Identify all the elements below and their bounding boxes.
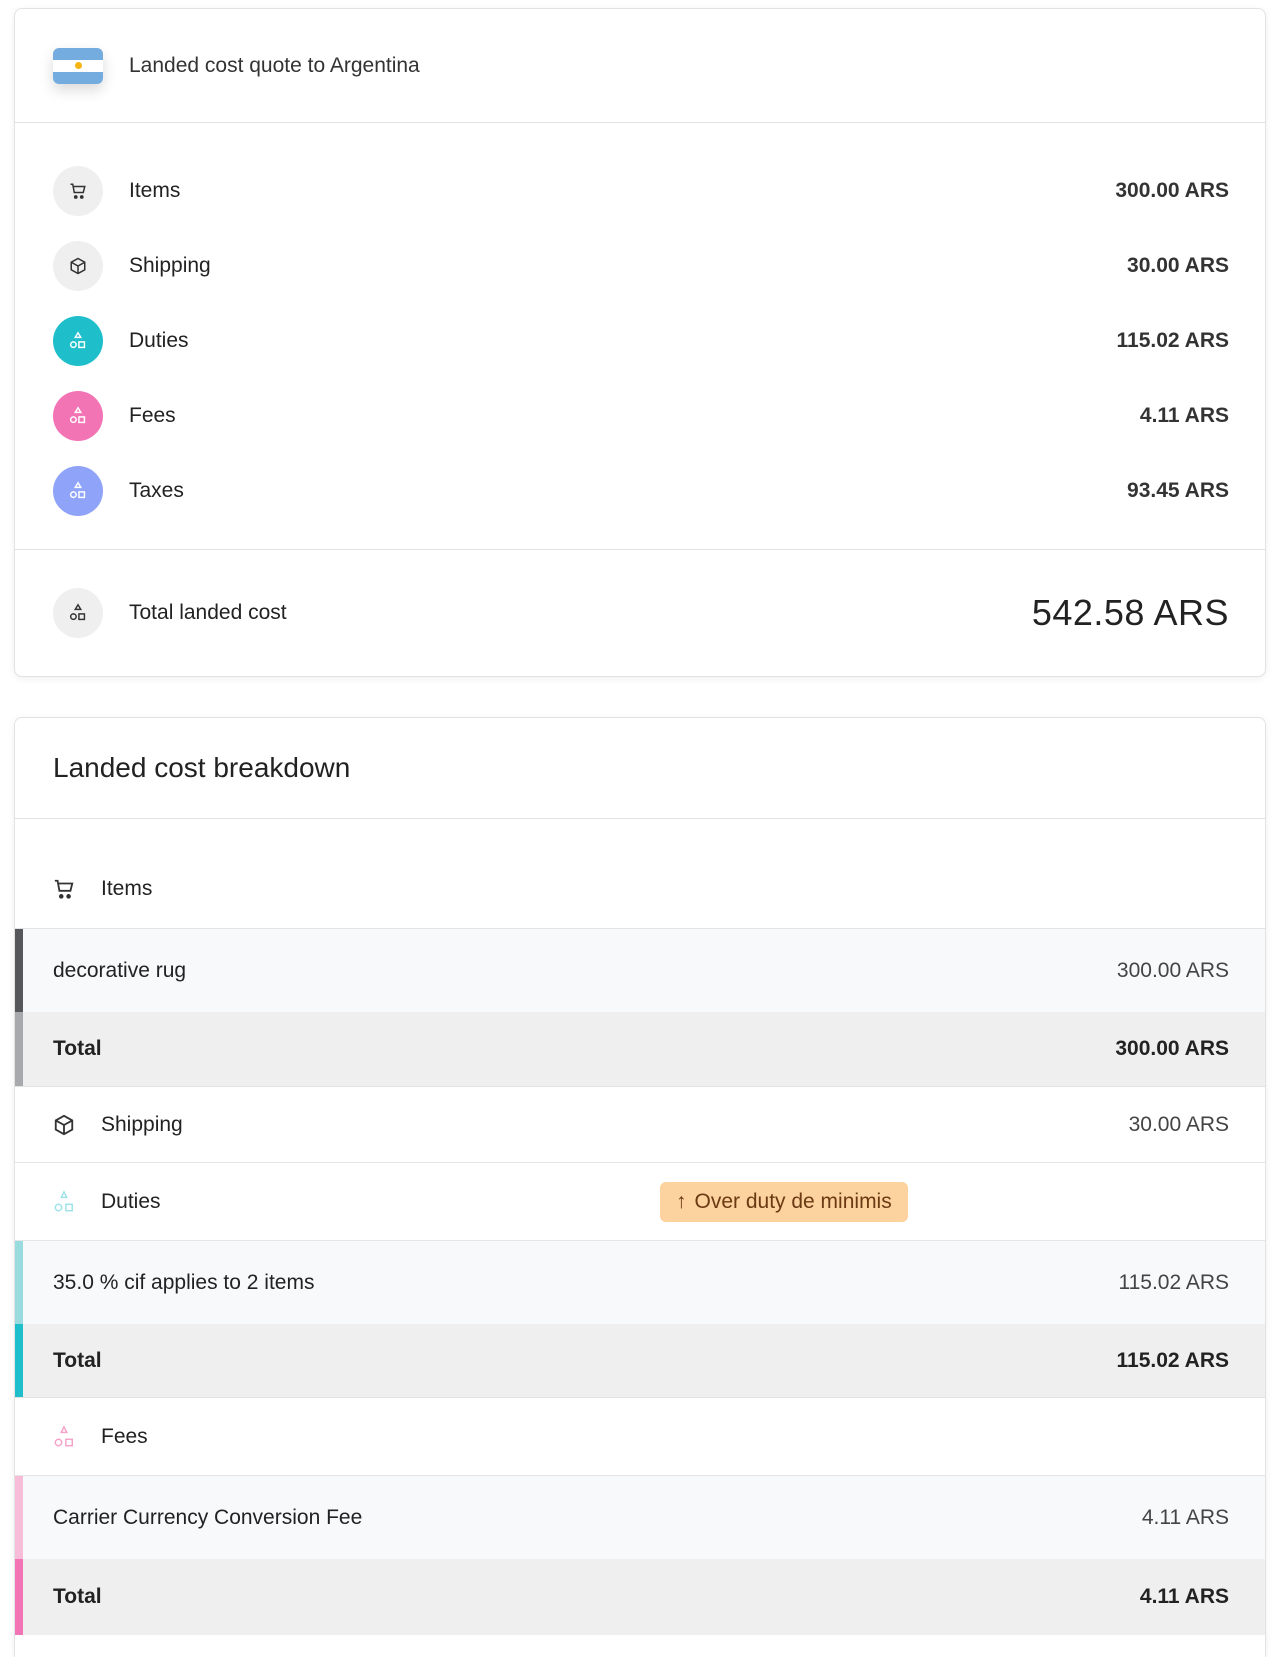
line-item: Carrier Currency Conversion Fee 4.11 ARS <box>15 1476 1265 1559</box>
summary-row-fees: Fees 4.11 ARS <box>15 378 1265 453</box>
shapes-icon <box>53 588 103 638</box>
total-value: 4.11 ARS <box>1139 1585 1229 1608</box>
total-landed-cost-row: Total landed cost 542.58 ARS <box>15 550 1265 676</box>
summary-row-duties: Duties 115.02 ARS <box>15 303 1265 378</box>
shapes-icon <box>53 1424 75 1450</box>
summary-row-shipping: Shipping 30.00 ARS <box>15 228 1265 303</box>
summary-value: 115.02 ARS <box>1116 328 1229 352</box>
box-icon <box>53 240 103 291</box>
shapes-icon <box>53 1189 75 1215</box>
summary-label: Fees <box>129 403 176 427</box>
line-value: 4.11 ARS <box>1141 1505 1229 1529</box>
line-label: decorative rug <box>53 958 187 982</box>
shapes-icon <box>53 390 103 441</box>
quote-title: Landed cost quote to Argentina <box>129 53 420 77</box>
line-label: Carrier Currency Conversion Fee <box>53 1505 363 1529</box>
section-duties: Duties ↑ Over duty de minimis <box>15 1163 1265 1241</box>
summary-label: Taxes <box>129 478 184 502</box>
quote-header: Landed cost quote to Argentina <box>15 9 1265 123</box>
total-value: 300.00 ARS <box>1115 1037 1229 1060</box>
summary-value: 93.45 ARS <box>1127 478 1229 502</box>
summary-row-items: Items 300.00 ARS <box>15 153 1265 228</box>
badge-text: Over duty de minimis <box>694 1189 892 1213</box>
total-label: Total <box>53 1348 102 1372</box>
section-label: Fees <box>101 1424 148 1448</box>
section-label: Duties <box>101 1189 161 1213</box>
summary-row-taxes: Taxes 93.45 ARS <box>15 453 1265 528</box>
line-label: 35.0 % cif applies to 2 items <box>53 1270 315 1294</box>
total-value: 542.58 ARS <box>1031 592 1229 633</box>
items-total-row: Total 300.00 ARS <box>15 1012 1265 1087</box>
line-item: decorative rug 300.00 ARS <box>15 929 1265 1012</box>
total-label: Total landed cost <box>129 601 287 624</box>
section-shipping: Shipping 30.00 ARS <box>15 1087 1265 1163</box>
summary-label: Shipping <box>129 253 211 277</box>
arrow-up-icon: ↑ <box>676 1189 687 1213</box>
summary-label: Items <box>129 178 181 202</box>
breakdown-title: Landed cost breakdown <box>15 718 1265 819</box>
cart-icon <box>53 878 75 900</box>
argentina-flag-icon <box>53 47 103 84</box>
summary-value: 300.00 ARS <box>1115 178 1229 202</box>
shapes-icon <box>53 315 103 366</box>
fees-total-row: Total 4.11 ARS <box>15 1559 1265 1635</box>
section-value: 30.00 ARS <box>1128 1112 1229 1136</box>
total-label: Total <box>53 1037 102 1060</box>
line-value: 300.00 ARS <box>1116 958 1229 982</box>
breakdown-card: Landed cost breakdown Items decorative r… <box>14 717 1266 1657</box>
total-label: Total <box>53 1585 102 1608</box>
summary-label: Duties <box>129 328 189 352</box>
summary-value: 30.00 ARS <box>1127 253 1229 277</box>
line-value: 115.02 ARS <box>1118 1270 1229 1294</box>
over-de-minimis-badge: ↑ Over duty de minimis <box>660 1181 908 1222</box>
section-items: Items <box>15 819 1265 929</box>
box-icon <box>53 1114 75 1136</box>
section-label: Items <box>101 876 153 900</box>
summary-list: Items 300.00 ARS Shipping 30.00 ARS Duti… <box>15 123 1265 550</box>
total-value: 115.02 ARS <box>1116 1348 1229 1372</box>
line-item: 35.0 % cif applies to 2 items 115.02 ARS <box>15 1241 1265 1324</box>
shapes-icon <box>53 465 103 516</box>
section-label: Shipping <box>101 1112 183 1136</box>
duties-total-row: Total 115.02 ARS <box>15 1324 1265 1398</box>
section-fees: Fees <box>15 1398 1265 1476</box>
quote-summary-card: Landed cost quote to Argentina Items 300… <box>14 8 1266 677</box>
cart-icon <box>53 165 103 216</box>
summary-value: 4.11 ARS <box>1139 403 1229 427</box>
